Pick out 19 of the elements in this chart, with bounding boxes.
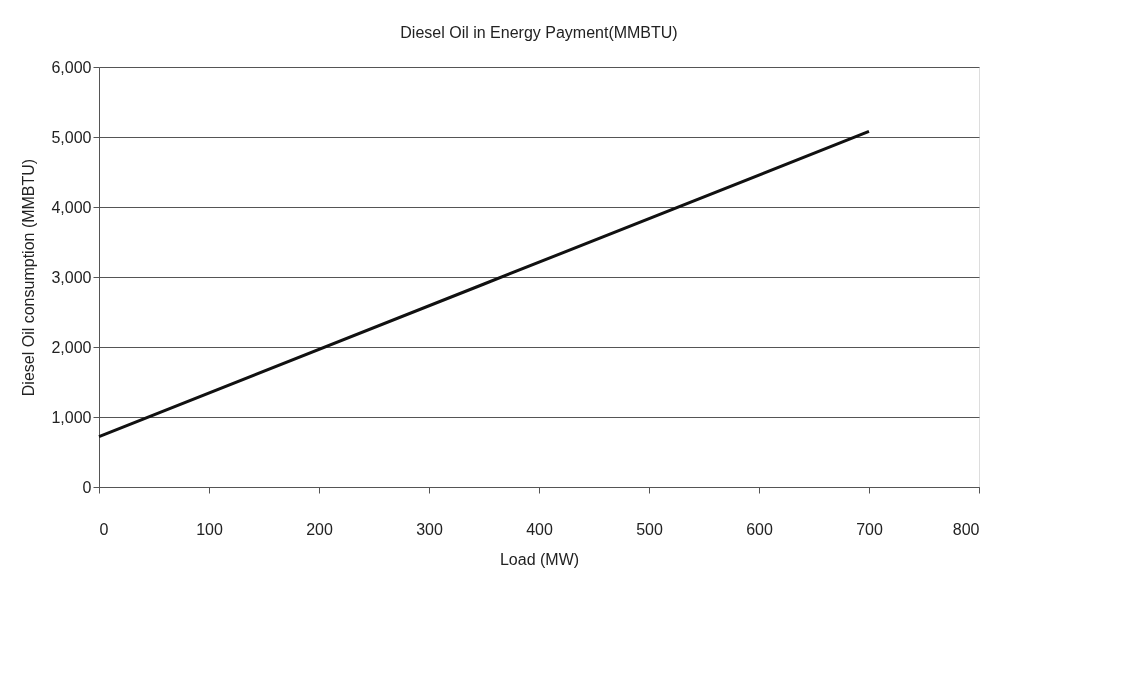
y-tick-label: 5,000: [51, 128, 92, 146]
x-tick-label: 500: [636, 520, 663, 538]
x-tick-label: 200: [306, 520, 333, 538]
x-tick-label: 300: [416, 520, 443, 538]
x-tick-label: 600: [746, 520, 773, 538]
x-axis-title: Load (MW): [499, 550, 580, 568]
x-tick-label: 800: [952, 520, 980, 538]
y-tick-label: 4,000: [51, 198, 92, 216]
y-tick-label: 2,000: [51, 338, 92, 356]
x-tick-label: 100: [196, 520, 223, 538]
y-tick-label: 6,000: [51, 58, 92, 76]
y-tick-label: 1,000: [51, 408, 92, 426]
x-tick-label: 400: [526, 520, 553, 538]
x-tick-label: 700: [856, 520, 883, 538]
x-tick-label: 0: [99, 520, 109, 538]
y-tick-label: 3,000: [51, 268, 92, 286]
chart-title: Diesel Oil in Energy Payment(MMBTU): [400, 24, 678, 41]
y-tick-label: 0: [82, 478, 92, 496]
y-axis-title: Diesel Oil consumption (MMBTU): [20, 158, 38, 397]
